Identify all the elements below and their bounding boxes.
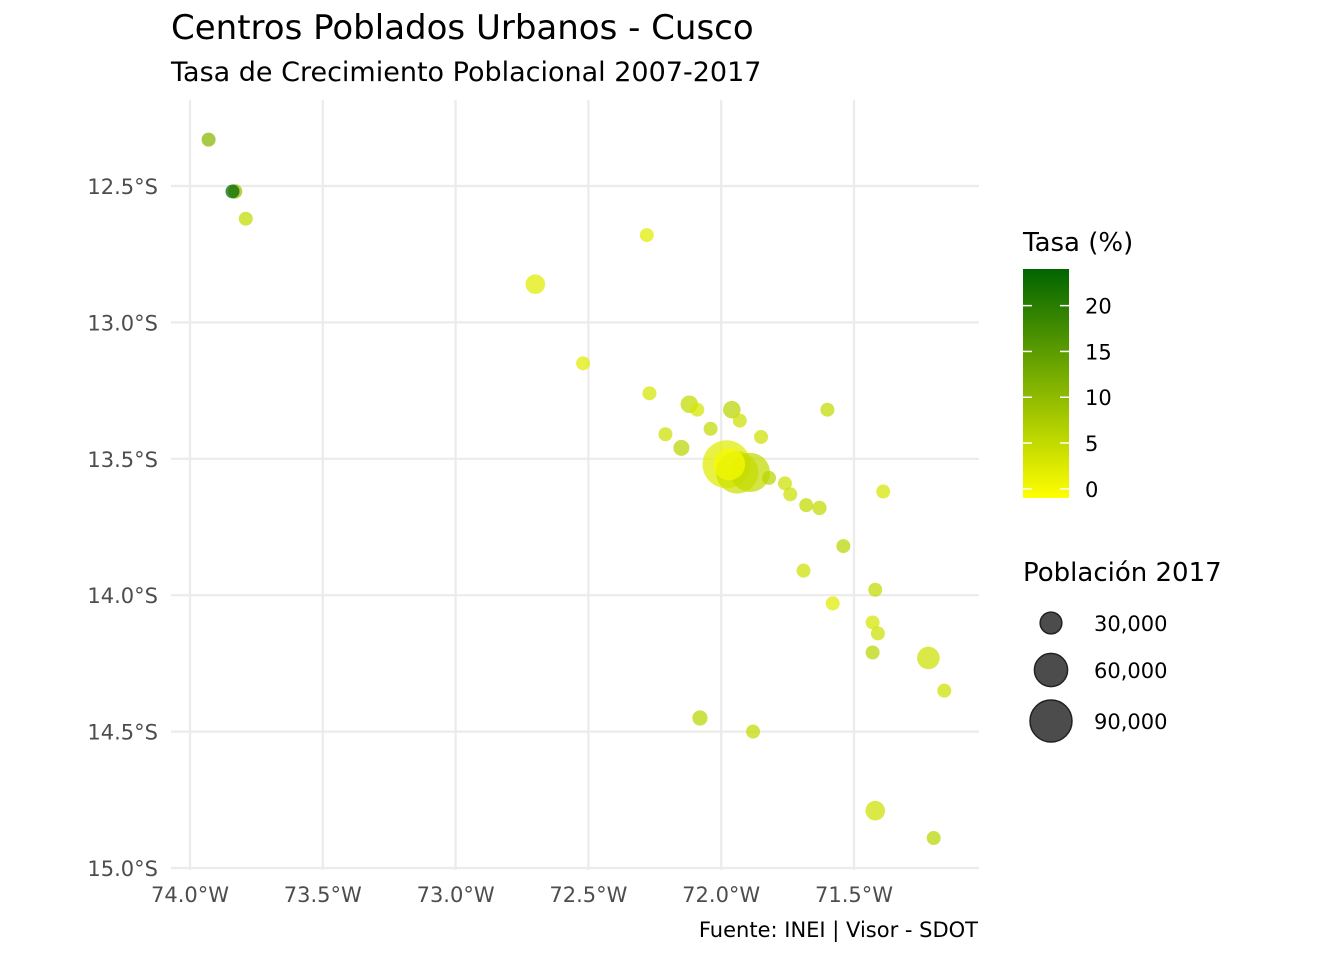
data-point (783, 487, 798, 502)
color-legend-label: 5 (1085, 432, 1098, 456)
gridlines (171, 100, 979, 870)
data-point (799, 498, 814, 513)
data-point (865, 645, 880, 660)
data-point (576, 356, 591, 371)
data-point (865, 800, 886, 821)
data-point (713, 448, 746, 481)
y-tick-label: 12.5°S (87, 175, 158, 199)
y-tick-label: 14.0°S (87, 584, 158, 608)
data-point (777, 476, 792, 491)
data-point (673, 439, 690, 456)
x-tick-label: 73.0°W (417, 883, 495, 907)
size-legend-symbol (1029, 699, 1073, 743)
size-legend-title: Población 2017 (1023, 558, 1222, 588)
data-point (876, 484, 891, 499)
y-tick-label: 14.5°S (87, 721, 158, 745)
y-tick-label: 13.0°S (87, 311, 158, 335)
color-legend-label: 10 (1085, 386, 1112, 410)
data-point (238, 211, 253, 226)
size-legend: Población 2017 30,000 60,000 90,000 (1023, 558, 1222, 743)
chart-title: Centros Poblados Urbanos - Cusco (171, 8, 754, 48)
size-legend-label: 60,000 (1094, 659, 1167, 683)
data-point (937, 683, 952, 698)
data-point (825, 596, 840, 611)
axis-labels: 74.0°W 73.5°W 73.0°W 72.5°W 72.0°W 71.5°W 12.5… (87, 175, 893, 907)
size-legend-label: 30,000 (1094, 612, 1167, 636)
data-point (642, 386, 657, 401)
data-point (868, 582, 883, 597)
data-point (692, 710, 708, 726)
color-legend-label: 15 (1085, 340, 1112, 364)
data-point (201, 132, 216, 147)
data-point (865, 615, 880, 630)
data-point (762, 470, 777, 485)
size-legend-symbol (1033, 652, 1069, 688)
data-point (703, 421, 718, 436)
color-legend: Tasa (%) 0 5 10 15 20 (1022, 228, 1133, 502)
y-tick-label: 13.5°S (87, 448, 158, 472)
data-point (754, 429, 769, 444)
size-legend-symbol (1039, 611, 1063, 635)
color-legend-label: 20 (1085, 295, 1112, 319)
x-tick-label: 74.0°W (151, 883, 229, 907)
size-legend-label: 90,000 (1094, 710, 1167, 734)
chart-subtitle: Tasa de Crecimiento Poblacional 2007-201… (171, 57, 762, 88)
data-point (732, 413, 747, 428)
x-tick-label: 71.5°W (815, 883, 893, 907)
data-point (639, 228, 654, 243)
data-points (201, 132, 952, 845)
data-point (690, 402, 705, 417)
data-point (836, 539, 851, 554)
y-tick-label: 15.0°S (87, 857, 158, 881)
data-point (812, 500, 827, 516)
color-legend-bar (1023, 269, 1069, 498)
data-point (723, 400, 741, 419)
data-point (225, 184, 240, 199)
data-point (926, 830, 941, 845)
data-point (917, 646, 940, 670)
data-point (870, 626, 885, 641)
data-point (658, 427, 673, 442)
x-tick-label: 72.5°W (549, 883, 627, 907)
source-caption: Fuente: INEI | Visor - SDOT (698, 918, 978, 942)
data-point (820, 402, 835, 417)
x-tick-label: 73.5°W (284, 883, 362, 907)
x-tick-label: 72.0°W (682, 883, 760, 907)
data-point (746, 724, 761, 739)
data-point (525, 274, 546, 295)
color-legend-title: Tasa (%) (1022, 228, 1133, 258)
color-legend-label: 0 (1085, 478, 1098, 502)
data-point (796, 563, 811, 578)
